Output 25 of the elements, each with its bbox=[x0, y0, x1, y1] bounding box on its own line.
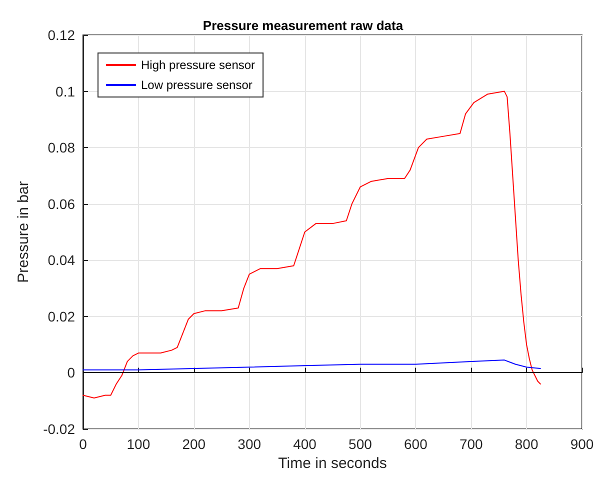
x-tick-label: 600 bbox=[404, 436, 428, 452]
y-tick-label: 0.1 bbox=[56, 83, 76, 100]
y-tick-label: 0 bbox=[67, 364, 76, 381]
chart-title: Pressure measurement raw data bbox=[202, 18, 404, 33]
legend-label: Low pressure sensor bbox=[141, 78, 252, 92]
y-axis-title: Pressure in bar bbox=[15, 181, 32, 283]
x-tick-label: 800 bbox=[514, 436, 538, 452]
x-tick-label: 200 bbox=[182, 436, 206, 452]
legend-label: High pressure sensor bbox=[141, 58, 256, 72]
y-tick-label: 0.06 bbox=[48, 196, 76, 212]
x-tick-label: 0 bbox=[79, 436, 88, 452]
y-tick-label: 0.08 bbox=[48, 140, 76, 156]
y-tick-label: 0.04 bbox=[48, 252, 76, 268]
x-tick-label: 300 bbox=[238, 436, 262, 452]
y-tick-label: 0.02 bbox=[48, 308, 76, 324]
line-series bbox=[82, 90, 541, 399]
x-tick-label: 100 bbox=[126, 436, 150, 452]
line-series bbox=[82, 360, 541, 370]
y-tick-label: -0.02 bbox=[43, 421, 76, 437]
x-tick-label: 500 bbox=[348, 436, 372, 452]
x-tick-label: 700 bbox=[459, 436, 484, 452]
x-axis-title: Time in seconds bbox=[278, 454, 387, 472]
x-tick-label: 900 bbox=[570, 436, 594, 452]
x-tick-label: 400 bbox=[293, 436, 317, 452]
y-tick-label: 0.12 bbox=[48, 27, 76, 43]
